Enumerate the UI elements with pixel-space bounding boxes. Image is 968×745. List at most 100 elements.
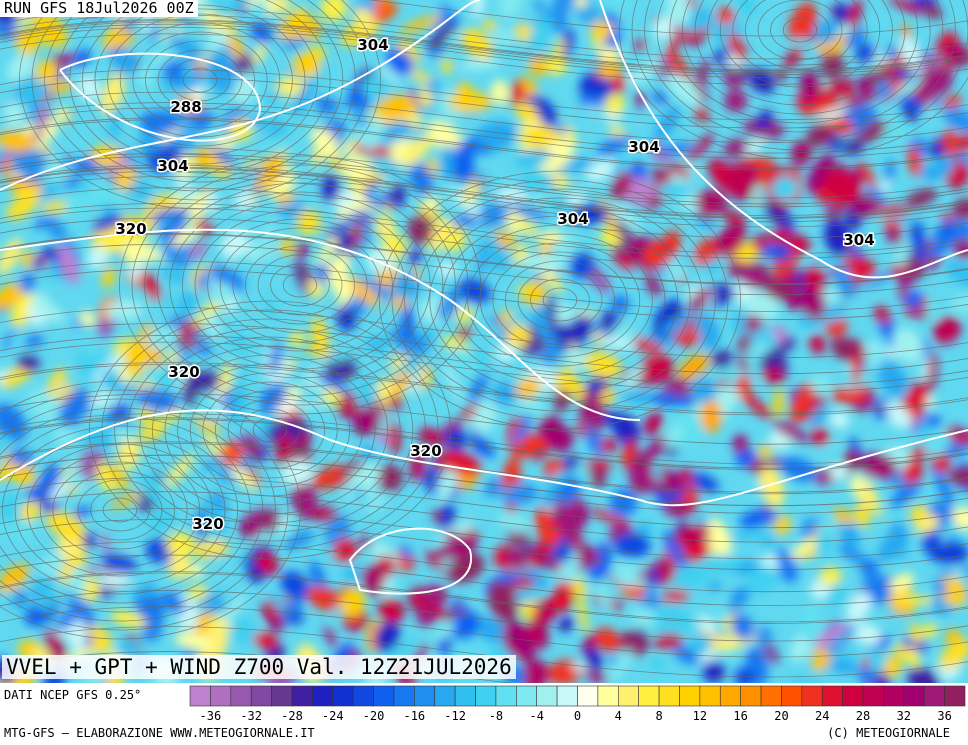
field-blob	[373, 0, 391, 13]
streamline	[479, 242, 641, 358]
field-blob	[942, 129, 959, 156]
field-blob	[278, 10, 313, 40]
colorbar-swatch	[516, 685, 538, 707]
field-blob	[166, 532, 196, 557]
colorbar-tick-label: 0	[574, 709, 581, 723]
field-blob	[8, 448, 34, 467]
field-blob	[922, 623, 938, 638]
field-blob	[889, 573, 915, 593]
colorbar-swatch	[577, 685, 599, 707]
field-blob	[435, 520, 474, 544]
field-blob	[69, 566, 87, 599]
field-blob	[159, 268, 190, 284]
field-blob	[534, 597, 558, 624]
field-blob	[810, 404, 829, 427]
streamline	[0, 507, 968, 560]
colorbar-swatch	[944, 685, 966, 707]
field-blob	[482, 19, 497, 31]
contour-label: 304	[843, 231, 874, 249]
field-blob	[687, 472, 719, 493]
field-blob	[551, 369, 579, 395]
colorbar-tick-label: -20	[363, 709, 385, 723]
field-blob	[264, 294, 277, 324]
field-blob	[554, 38, 565, 58]
streamline	[619, 0, 968, 160]
field-blob	[855, 43, 876, 64]
field-blob	[608, 124, 627, 138]
streamline	[0, 413, 968, 465]
field-blob	[652, 17, 675, 39]
field-blob	[942, 95, 963, 109]
field-blob	[383, 640, 420, 659]
field-blob	[873, 306, 891, 323]
streamline	[214, 390, 325, 470]
field-blob	[671, 561, 709, 592]
streamline	[0, 334, 968, 387]
field-blob	[951, 506, 968, 530]
field-blob	[877, 528, 910, 562]
field-blob	[310, 127, 340, 158]
streamline	[144, 40, 255, 120]
field-blob	[118, 242, 162, 262]
field-blob	[323, 626, 337, 648]
contour-label: 320	[115, 220, 146, 238]
field-blob	[809, 334, 826, 355]
streamline	[118, 155, 482, 415]
field-blob	[788, 675, 818, 683]
field-blob	[648, 565, 660, 589]
streamline	[467, 233, 653, 367]
field-blob	[707, 581, 723, 592]
field-blob	[700, 399, 722, 433]
field-blob	[915, 515, 940, 534]
streamline	[0, 233, 968, 286]
field-blob	[945, 628, 962, 645]
field-blob	[522, 280, 547, 306]
colorbar-swatch	[781, 685, 803, 707]
field-blob	[933, 316, 961, 345]
colorbar-tick-label: 28	[856, 709, 870, 723]
field-blob	[498, 0, 524, 19]
streamline	[0, 166, 968, 218]
field-blob	[883, 45, 898, 59]
field-blob	[547, 293, 557, 333]
field-blob	[292, 52, 321, 78]
field-blob	[584, 648, 602, 672]
field-blob	[725, 162, 752, 202]
field-blob	[374, 621, 400, 653]
streamline	[0, 341, 968, 394]
streamline	[119, 22, 281, 138]
field-blob	[207, 0, 235, 19]
streamline	[0, 322, 968, 375]
colorbar-swatch	[556, 685, 578, 707]
field-blob	[178, 79, 200, 90]
field-blob	[199, 371, 220, 393]
streamline	[0, 626, 968, 678]
field-blob	[268, 136, 285, 153]
field-blob	[682, 420, 704, 448]
field-blob	[907, 145, 922, 177]
field-blob	[515, 377, 541, 399]
field-blob	[613, 532, 651, 558]
field-blob	[713, 365, 749, 380]
field-blob	[844, 30, 866, 48]
field-blob	[440, 3, 452, 21]
field-blob	[773, 243, 792, 262]
field-blob	[519, 660, 549, 683]
streamline	[492, 251, 628, 349]
field-blob	[388, 394, 403, 410]
streamline	[0, 23, 968, 76]
field-blob	[110, 610, 146, 628]
field-blob	[453, 140, 475, 185]
streamline	[656, 0, 944, 133]
colorbar-swatch	[842, 685, 864, 707]
field-blob	[859, 161, 879, 193]
field-blob	[783, 47, 805, 68]
field-blob	[851, 349, 862, 386]
field-blob	[381, 574, 395, 598]
contour-label: 288	[170, 98, 201, 116]
streamline	[0, 119, 968, 171]
field-blob	[332, 538, 358, 563]
field-blob	[891, 595, 935, 605]
field-blob	[13, 150, 47, 176]
colorbar-swatch	[679, 685, 701, 707]
